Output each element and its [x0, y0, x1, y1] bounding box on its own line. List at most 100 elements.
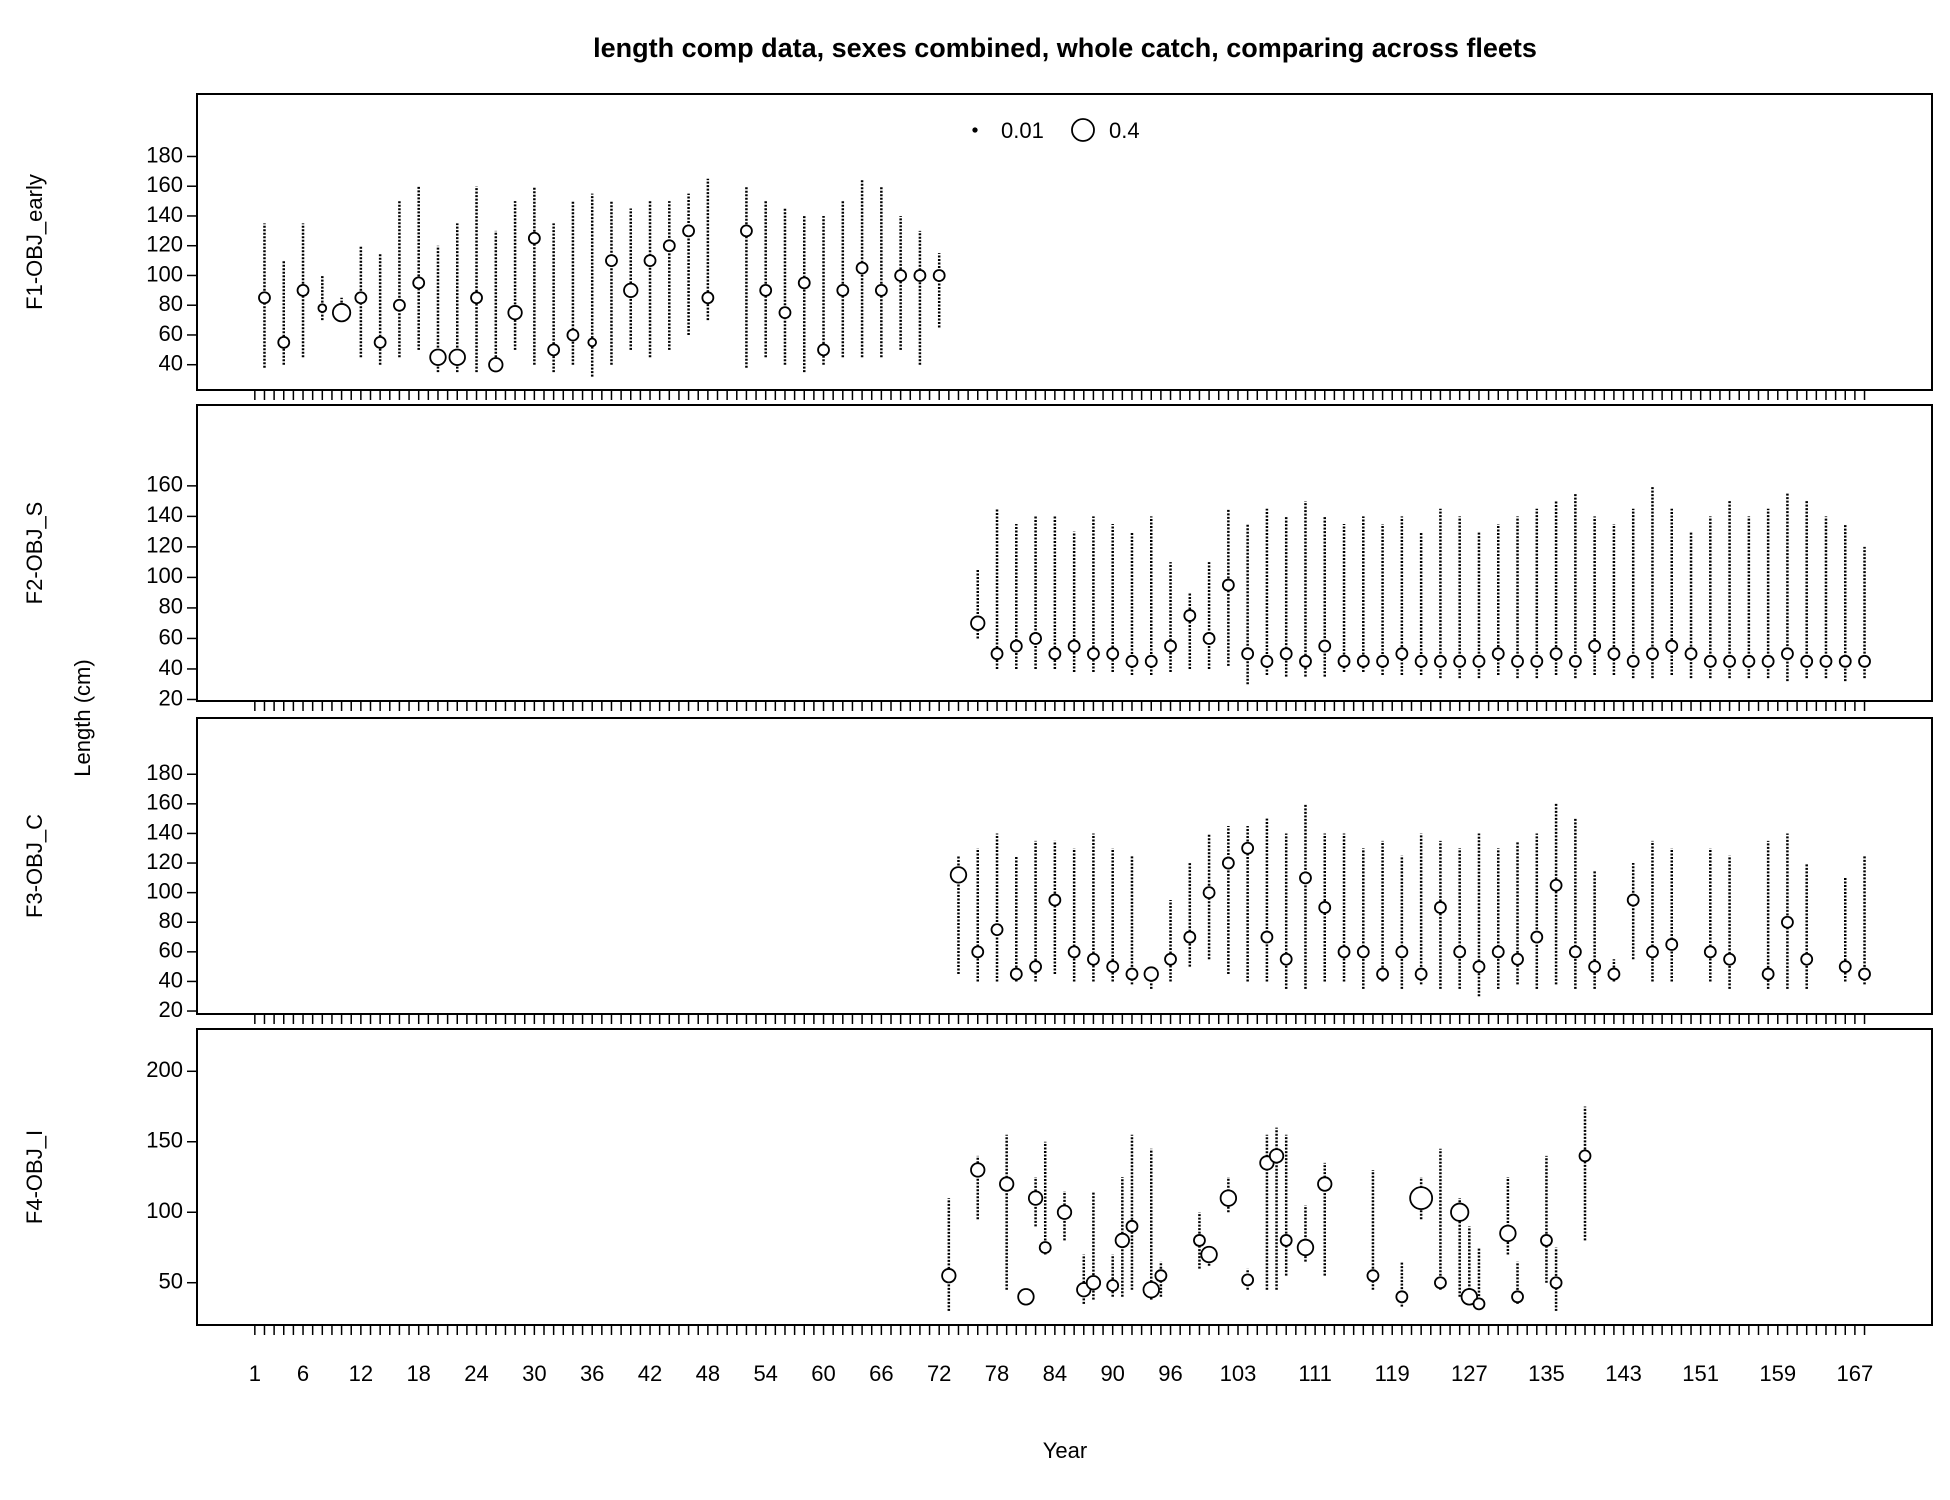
bubble	[1705, 946, 1716, 957]
bubble	[1410, 1187, 1432, 1209]
bubble	[1512, 954, 1523, 965]
y-tick-label: 20	[159, 997, 183, 1022]
bubble	[971, 1163, 984, 1176]
legend-label: 0.01	[1001, 118, 1044, 143]
bubble	[1589, 961, 1600, 972]
bubble	[992, 648, 1003, 659]
x-tick-label: 6	[297, 1361, 309, 1386]
bubble	[1647, 648, 1658, 659]
bubble	[298, 285, 309, 296]
bubble	[606, 255, 617, 266]
bubble	[1281, 954, 1292, 965]
bubble	[1763, 656, 1774, 667]
bubble	[333, 304, 350, 321]
bubble	[1500, 1226, 1516, 1242]
bubble	[1319, 902, 1330, 913]
bubble	[624, 284, 637, 297]
bubble	[1107, 1280, 1118, 1291]
bubble	[1030, 961, 1041, 972]
bubble	[1435, 1277, 1446, 1288]
bubble	[508, 306, 521, 319]
bubble	[972, 946, 983, 957]
bubble	[1454, 946, 1465, 957]
bubble	[1087, 1276, 1100, 1289]
bubble	[1270, 1149, 1283, 1162]
bubble	[259, 292, 270, 303]
bubble	[934, 270, 945, 281]
y-tick-label: 40	[159, 655, 183, 680]
bubble	[1608, 969, 1619, 980]
bubble	[1763, 969, 1774, 980]
x-tick-label: 84	[1043, 1361, 1067, 1386]
bubble	[760, 285, 771, 296]
y-tick-label: 160	[146, 172, 183, 197]
bubble	[548, 344, 559, 355]
x-tick-label: 48	[696, 1361, 720, 1386]
y-tick-label: 60	[159, 321, 183, 346]
bubble	[942, 1269, 955, 1282]
bubble	[1069, 641, 1080, 652]
legend-label: 0.4	[1109, 118, 1140, 143]
bubble	[914, 270, 925, 281]
bubble	[1570, 946, 1581, 957]
bubble	[1801, 656, 1812, 667]
x-tick-label: 103	[1220, 1361, 1257, 1386]
bubble	[1512, 656, 1523, 667]
bubble	[1049, 895, 1060, 906]
y-tick-label: 20	[159, 685, 183, 710]
bubble	[1551, 648, 1562, 659]
chart-title: length comp data, sexes combined, whole …	[593, 33, 1537, 63]
bubble	[1184, 932, 1195, 943]
bubble	[1724, 656, 1735, 667]
bubble	[1451, 1204, 1468, 1221]
y-tick-label: 160	[146, 472, 183, 497]
y-tick-label: 140	[146, 502, 183, 527]
bubble	[1454, 656, 1465, 667]
bubble	[818, 344, 829, 355]
bubble	[1300, 656, 1311, 667]
bubble	[1473, 656, 1484, 667]
x-tick-label: 96	[1158, 1361, 1182, 1386]
bubble	[1367, 1270, 1378, 1281]
bubble	[567, 329, 578, 340]
bubble	[318, 304, 326, 312]
y-tick-label: 40	[159, 351, 183, 376]
x-tick-label: 127	[1451, 1361, 1488, 1386]
bubble	[876, 285, 887, 296]
bubble	[355, 292, 366, 303]
bubble	[449, 349, 465, 365]
bubble	[1165, 641, 1176, 652]
x-tick-label: 111	[1298, 1361, 1331, 1386]
bubble	[1493, 946, 1504, 957]
bubble	[951, 867, 967, 883]
bubble	[1146, 656, 1157, 667]
x-tick-label: 42	[638, 1361, 662, 1386]
bubble	[1011, 969, 1022, 980]
bubble	[1184, 610, 1195, 621]
legend-bubble	[1072, 119, 1094, 141]
bubble	[1358, 946, 1369, 957]
bubble	[1666, 939, 1677, 950]
bubble	[1377, 969, 1388, 980]
bubble	[1116, 1234, 1129, 1247]
bubble	[1416, 969, 1427, 980]
x-tick-label: 60	[811, 1361, 835, 1386]
bubble	[1840, 961, 1851, 972]
y-tick-label: 100	[146, 261, 183, 286]
bubble	[1666, 641, 1677, 652]
bubble	[1223, 858, 1234, 869]
bubble	[1473, 1298, 1484, 1309]
bubble	[1859, 656, 1870, 667]
bubble	[645, 255, 656, 266]
y-tick-label: 80	[159, 908, 183, 933]
bubble	[1724, 954, 1735, 965]
bubble	[1201, 1247, 1217, 1263]
bubble	[1840, 656, 1851, 667]
bubble	[1580, 1150, 1591, 1161]
bubble	[394, 300, 405, 311]
bubble	[1126, 656, 1137, 667]
panel-label: F3-OBJ_C	[22, 814, 47, 918]
bubble	[837, 285, 848, 296]
bubble	[1319, 641, 1330, 652]
bubble	[1820, 656, 1831, 667]
